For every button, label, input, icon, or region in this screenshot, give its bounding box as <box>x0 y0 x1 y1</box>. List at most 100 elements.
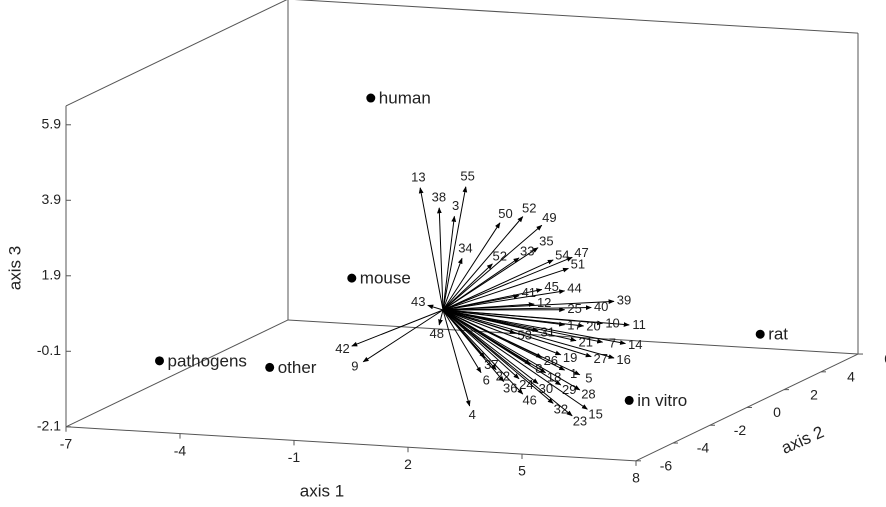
loading-arrow <box>427 304 444 311</box>
y-axis-title: axis 2 <box>778 422 826 457</box>
arrow-label: 28 <box>581 386 595 401</box>
loading-arrow <box>442 256 573 311</box>
loading-arrow <box>438 309 444 326</box>
z-tick-label: 1.9 <box>42 266 62 282</box>
loading-arrow <box>442 309 626 345</box>
arrow-label: 17 <box>567 317 581 332</box>
arrow-label: 38 <box>432 189 446 204</box>
loading-arrow <box>418 187 444 311</box>
point <box>265 362 275 372</box>
y-tick-label: -6 <box>660 458 673 474</box>
arrow-label: 11 <box>632 317 646 332</box>
y-tick-label: 0 <box>773 404 781 420</box>
box-edge <box>294 0 859 34</box>
arrow-label: 16 <box>616 352 630 367</box>
loading-arrow <box>442 309 539 385</box>
point-label: pathogens <box>168 351 247 370</box>
y-tick-label: -2 <box>734 422 747 438</box>
arrow-label: 51 <box>571 257 585 272</box>
loading-arrow <box>442 309 471 407</box>
loading-arrow <box>442 309 573 417</box>
y-tick-label: -4 <box>697 440 710 456</box>
arrow-label: 32 <box>554 401 568 416</box>
arrow-label: 45 <box>544 279 558 294</box>
loading-arrow <box>442 309 577 342</box>
arrow-label: 55 <box>460 168 474 183</box>
arrow-label: 24 <box>519 377 533 392</box>
box-edge <box>65 319 289 428</box>
arrow-label: 25 <box>567 301 581 316</box>
arrow-label: 30 <box>539 381 553 396</box>
loading-arrow <box>442 289 566 311</box>
loading-arrow <box>442 186 468 311</box>
arrow-label: 33 <box>520 244 534 259</box>
arrow-label: 20 <box>586 319 600 334</box>
arrow-label: 42 <box>335 341 349 356</box>
arrow-label: 47 <box>574 245 588 260</box>
arrow-label: 3 <box>452 198 459 213</box>
point <box>755 329 765 339</box>
loading-arrow <box>362 309 444 363</box>
arrow-label: 13 <box>411 169 425 184</box>
box-edge <box>65 426 637 462</box>
y-tick-label: 6 <box>884 351 886 367</box>
loading-arrow <box>442 309 562 386</box>
loading-arrow <box>442 309 604 326</box>
loading-arrow <box>442 309 482 374</box>
loading-arrow <box>442 215 457 311</box>
loading-arrow <box>442 294 520 311</box>
box-edge <box>65 0 288 107</box>
z-tick-label: 5.9 <box>42 115 62 131</box>
point-label: mouse <box>360 269 411 288</box>
arrow-label: 36 <box>503 381 517 396</box>
arrow-label: 39 <box>617 292 631 307</box>
arrow-label: 49 <box>542 210 556 225</box>
point-label: in vitro <box>637 391 687 410</box>
x-tick-label: 2 <box>404 456 412 472</box>
arrow-label: 52 <box>522 200 536 215</box>
point-label: human <box>379 89 431 108</box>
point <box>155 356 164 366</box>
arrow-label: 23 <box>573 414 587 429</box>
loading-arrow <box>442 309 562 356</box>
loading-arrow <box>437 207 444 311</box>
loading-arrow <box>442 309 524 395</box>
loading-arrow <box>442 222 501 311</box>
loading-arrow <box>442 259 554 311</box>
arrow-label: 9 <box>351 359 358 374</box>
arrow-label: 46 <box>522 393 536 408</box>
arrow-label: 6 <box>483 373 490 388</box>
loading-arrow <box>442 309 588 410</box>
loading-arrow <box>351 309 444 347</box>
arrow-label: 50 <box>498 206 512 221</box>
arrow-label: 10 <box>605 316 619 331</box>
z-tick-label: -0.1 <box>37 342 61 358</box>
point <box>347 273 357 283</box>
x-tick-label: -4 <box>174 442 187 458</box>
loading-arrow <box>442 309 566 327</box>
arrow-label: 4 <box>469 407 476 422</box>
arrow-label: 52 <box>492 248 506 263</box>
z-tick-label: -2.1 <box>37 417 61 433</box>
arrow-label: 12 <box>537 295 551 310</box>
loading-arrow <box>442 309 520 380</box>
arrow-label: 19 <box>563 350 577 365</box>
arrow-label: 15 <box>588 406 602 421</box>
loading-arrow <box>442 267 569 311</box>
arrow-label: 44 <box>567 281 581 296</box>
x-tick-label: 8 <box>632 470 640 486</box>
arrow-label: 40 <box>594 299 608 314</box>
x-tick-label: -7 <box>60 435 73 451</box>
loading-arrow <box>442 263 493 311</box>
loading-arrow <box>442 309 581 391</box>
arrow-label: 14 <box>628 337 642 352</box>
arrow-label: 1 <box>570 366 577 381</box>
arrow-label: 34 <box>458 240 472 255</box>
x-tick-label: -1 <box>288 449 301 465</box>
arrow-label: 5 <box>585 371 592 386</box>
loading-arrow <box>442 309 581 376</box>
loading-arrow <box>442 309 592 358</box>
arrow-label: 41 <box>522 285 536 300</box>
x-tick-label: 5 <box>518 463 526 479</box>
loading-arrow <box>442 309 615 359</box>
